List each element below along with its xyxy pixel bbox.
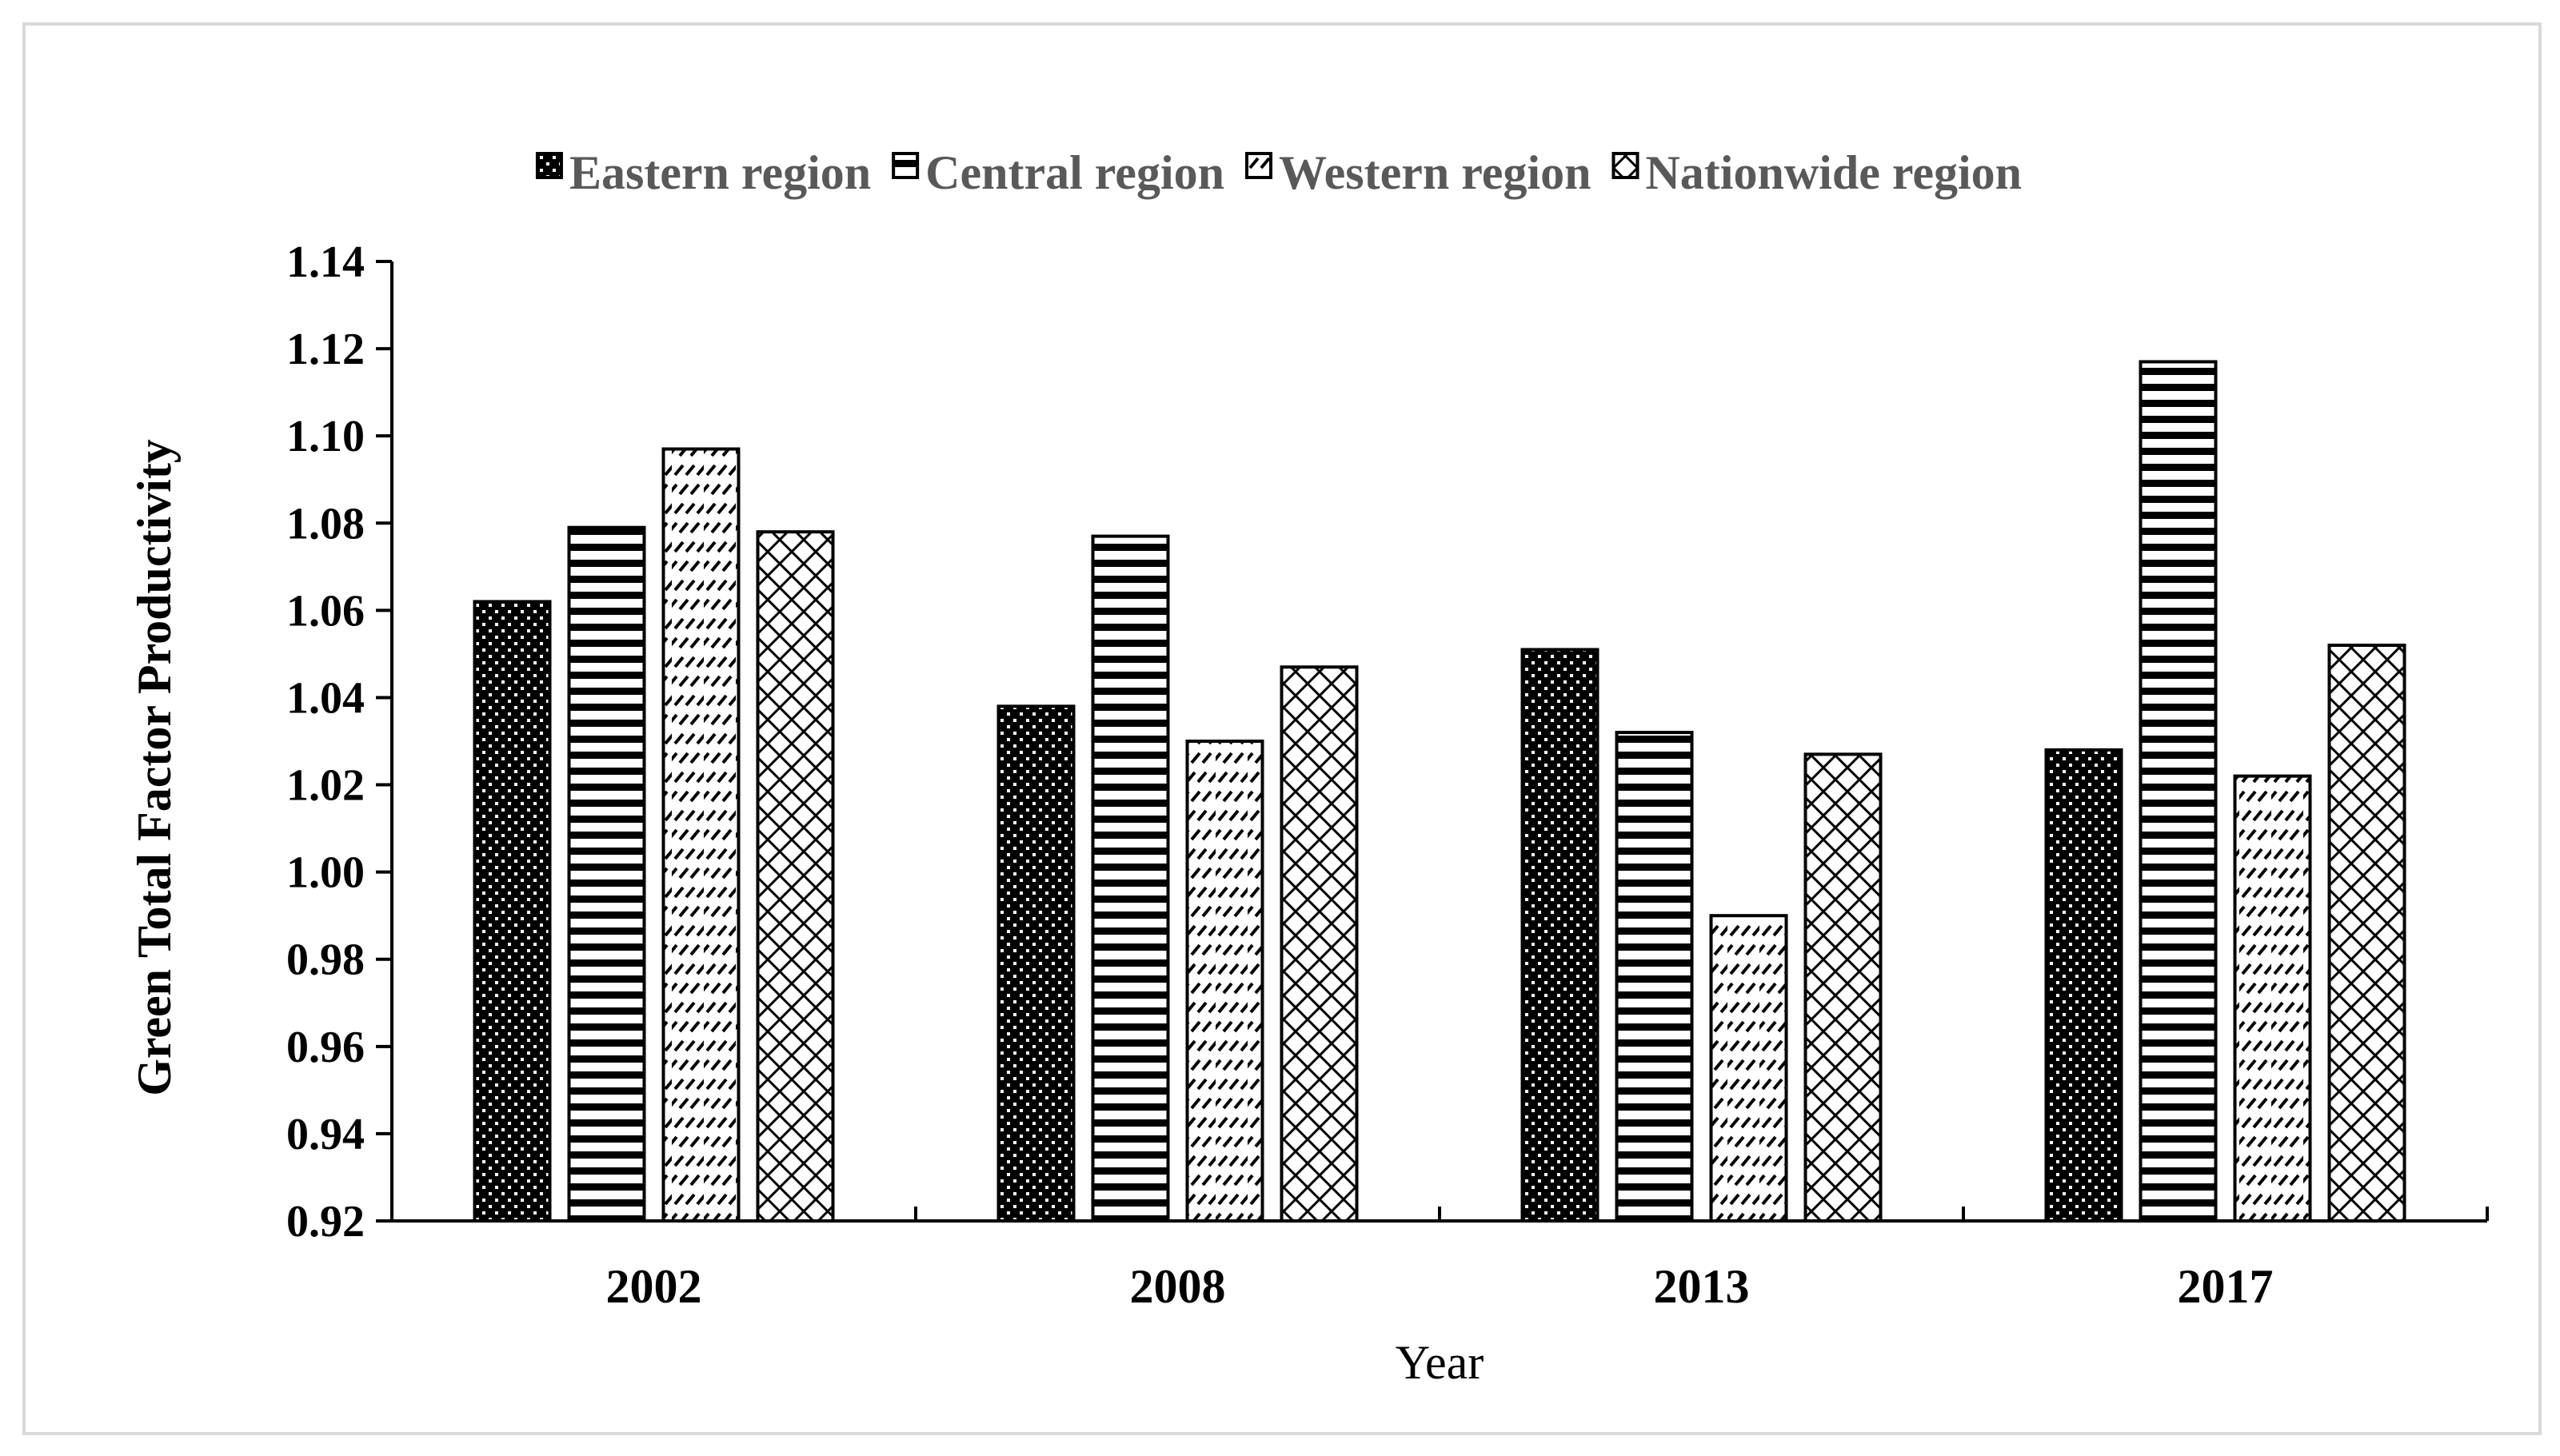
y-tick-label: 1.00 xyxy=(286,848,365,898)
legend-item: Western region xyxy=(1244,146,1592,199)
y-tick-label: 0.96 xyxy=(286,1023,365,1072)
y-tick-label: 1.06 xyxy=(286,586,365,636)
y-axis: 0.92 0.94 0.96 0.98 1.00 1.02 1.04 1.06 1.08 1.10… xyxy=(286,237,393,1247)
bar-western-region-2013 xyxy=(1709,914,1788,1223)
x-axis: 2002 2008 2013 2017 xyxy=(392,1207,2489,1313)
legend-label: Nationwide region xyxy=(1645,146,2022,199)
legend-swatch xyxy=(1244,152,1272,179)
bar-eastern-region-2017 xyxy=(2044,748,2123,1223)
x-tick-label: 2002 xyxy=(606,1260,702,1313)
legend-item: Eastern region xyxy=(535,146,871,199)
y-tick-label: 0.94 xyxy=(286,1110,365,1159)
y-axis-label: Green Total Factor Productivity xyxy=(128,439,181,1096)
bar-central-region-2017 xyxy=(2139,360,2218,1223)
y-tick-label: 1.10 xyxy=(286,412,365,461)
x-tick-label: 2013 xyxy=(1654,1260,1750,1313)
bar-eastern-region-2013 xyxy=(1520,648,1600,1223)
bar-central-region-2002 xyxy=(567,525,646,1223)
y-tick-label: 1.14 xyxy=(286,237,365,287)
bar-nationwide-region-2013 xyxy=(1803,752,1883,1223)
legend: Eastern region Central region Western regi… xyxy=(535,146,2022,199)
x-tick-label: 2017 xyxy=(2178,1260,2274,1313)
y-tick-label: 0.92 xyxy=(286,1197,365,1247)
y-tick-label: 0.98 xyxy=(286,935,365,985)
bar-central-region-2013 xyxy=(1615,731,1694,1223)
x-axis-label: Year xyxy=(1396,1336,1484,1389)
legend-swatch xyxy=(892,152,920,179)
y-tick-label: 1.12 xyxy=(286,325,365,374)
bar-nationwide-region-2017 xyxy=(2327,644,2406,1223)
x-tick-label: 2008 xyxy=(1130,1260,1226,1313)
bar-nationwide-region-2008 xyxy=(1280,665,1359,1223)
legend-label: Central region xyxy=(925,146,1224,199)
bars xyxy=(473,360,2406,1223)
legend-item: Nationwide region xyxy=(1611,146,2022,199)
legend-label: Western region xyxy=(1279,146,1592,199)
legend-label: Eastern region xyxy=(569,146,871,199)
legend-item: Central region xyxy=(892,146,1224,199)
bar-eastern-region-2008 xyxy=(996,704,1076,1223)
y-tick-label: 1.08 xyxy=(286,499,365,548)
y-tick-label: 1.02 xyxy=(286,761,365,811)
bar-central-region-2008 xyxy=(1091,534,1170,1223)
bar-nationwide-region-2002 xyxy=(756,530,835,1223)
y-tick-label: 1.04 xyxy=(286,673,365,723)
bar-eastern-region-2002 xyxy=(473,600,552,1223)
legend-swatch xyxy=(1611,152,1639,179)
legend-swatch xyxy=(535,152,563,179)
bar-western-region-2008 xyxy=(1185,740,1264,1223)
bar-western-region-2017 xyxy=(2233,774,2312,1223)
bar-western-region-2002 xyxy=(661,447,741,1223)
